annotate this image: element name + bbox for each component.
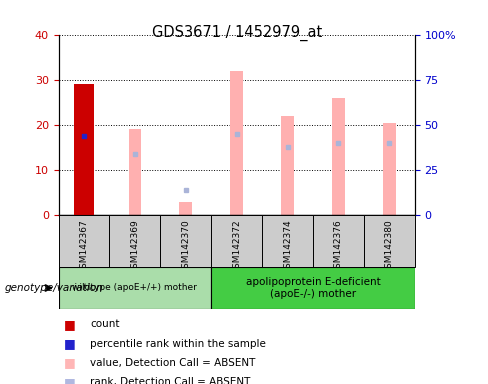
Bar: [59, 215, 109, 267]
Text: genotype/variation: genotype/variation: [5, 283, 103, 293]
Bar: [211, 215, 262, 267]
Text: ■: ■: [63, 337, 75, 350]
Text: GSM142367: GSM142367: [80, 219, 88, 274]
Text: GSM142380: GSM142380: [385, 219, 394, 274]
Text: rank, Detection Call = ABSENT: rank, Detection Call = ABSENT: [90, 377, 251, 384]
Text: ■: ■: [63, 318, 75, 331]
Bar: [78, 134, 90, 215]
Bar: [59, 267, 211, 309]
Text: wildtype (apoE+/+) mother: wildtype (apoE+/+) mother: [72, 283, 197, 293]
Bar: [75, 84, 94, 215]
Bar: [383, 123, 396, 215]
Bar: [128, 129, 141, 215]
Bar: [364, 215, 415, 267]
Bar: [262, 215, 313, 267]
Bar: [281, 116, 294, 215]
Text: GSM142372: GSM142372: [232, 219, 241, 274]
Bar: [109, 215, 161, 267]
Bar: [313, 215, 364, 267]
Text: percentile rank within the sample: percentile rank within the sample: [90, 339, 266, 349]
Text: GDS3671 / 1452979_at: GDS3671 / 1452979_at: [152, 25, 322, 41]
Text: ■: ■: [63, 376, 75, 384]
Text: GSM142369: GSM142369: [130, 219, 140, 274]
Bar: [211, 267, 415, 309]
Bar: [161, 215, 211, 267]
Bar: [332, 98, 345, 215]
Bar: [230, 71, 243, 215]
Text: ■: ■: [63, 356, 75, 369]
Bar: [180, 202, 192, 215]
Text: GSM142370: GSM142370: [181, 219, 190, 274]
Text: apolipoprotein E-deficient
(apoE-/-) mother: apolipoprotein E-deficient (apoE-/-) mot…: [245, 277, 380, 299]
Text: value, Detection Call = ABSENT: value, Detection Call = ABSENT: [90, 358, 256, 368]
Text: count: count: [90, 319, 120, 329]
Text: GSM142374: GSM142374: [283, 219, 292, 274]
Text: GSM142376: GSM142376: [334, 219, 343, 274]
